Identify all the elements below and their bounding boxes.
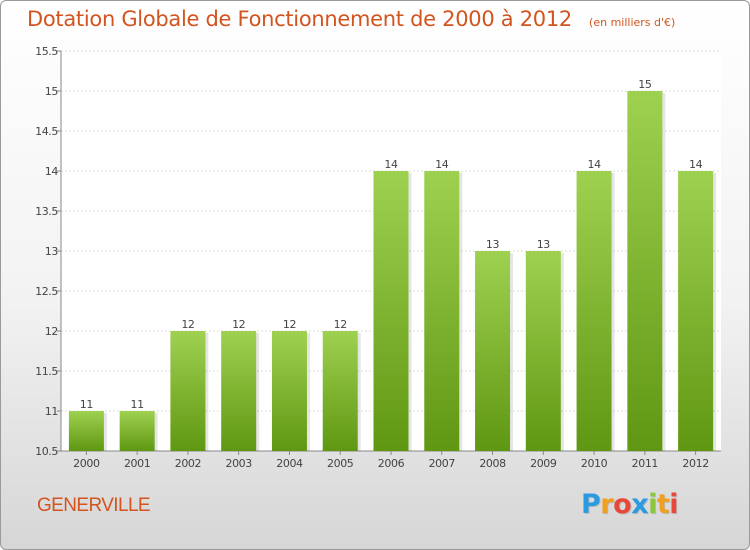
proxiti-logo: Proxiti bbox=[581, 489, 679, 520]
y-tick-label: 12.5 bbox=[35, 285, 58, 298]
data-label: 12 bbox=[283, 318, 296, 331]
y-tick-label: 12 bbox=[45, 325, 58, 338]
y-tick-label: 11.5 bbox=[35, 365, 58, 378]
data-label: 13 bbox=[537, 238, 551, 251]
data-label: 11 bbox=[80, 398, 93, 411]
data-label: 11 bbox=[131, 398, 144, 411]
y-tick-label: 13.5 bbox=[35, 205, 58, 218]
bar bbox=[525, 251, 561, 451]
data-label: 12 bbox=[232, 318, 245, 331]
x-tick-label: 2001 bbox=[124, 457, 150, 470]
bar bbox=[271, 331, 307, 451]
x-tick-label: 2003 bbox=[225, 457, 252, 470]
x-tick-label: 2009 bbox=[530, 457, 557, 470]
x-tick-label: 2005 bbox=[327, 457, 354, 470]
bar bbox=[475, 251, 511, 451]
logo-letter: P bbox=[581, 489, 601, 520]
x-tick-label: 2010 bbox=[581, 457, 608, 470]
y-tick-label: 15.5 bbox=[35, 45, 58, 58]
bar bbox=[322, 331, 358, 451]
data-label: 14 bbox=[435, 158, 449, 171]
data-label: 14 bbox=[587, 158, 601, 171]
bar bbox=[424, 171, 460, 451]
logo-letter: i bbox=[648, 489, 657, 520]
x-tick-label: 2012 bbox=[682, 457, 708, 470]
bar bbox=[221, 331, 257, 451]
x-tick-label: 2011 bbox=[632, 457, 658, 470]
bar bbox=[373, 171, 409, 451]
data-label: 15 bbox=[638, 78, 652, 91]
logo-letter: o bbox=[613, 489, 632, 520]
logo-letter: x bbox=[631, 489, 649, 520]
data-label: 13 bbox=[486, 238, 500, 251]
x-tick-label: 2008 bbox=[479, 457, 506, 470]
logo-letter: i bbox=[669, 489, 679, 520]
x-tick-label: 2006 bbox=[378, 457, 405, 470]
logo-letter: r bbox=[600, 489, 614, 520]
y-tick-label: 11 bbox=[45, 405, 58, 418]
chart-title: Dotation Globale de Fonctionnement de 20… bbox=[27, 7, 572, 31]
y-tick-label: 10.5 bbox=[35, 445, 58, 458]
y-tick-label: 15 bbox=[45, 85, 59, 98]
commune-name: GENERVILLE bbox=[37, 495, 151, 516]
data-label: 14 bbox=[384, 158, 398, 171]
x-tick-label: 2000 bbox=[73, 457, 100, 470]
bar bbox=[119, 411, 155, 451]
y-tick-label: 14 bbox=[45, 165, 59, 178]
title-row: Dotation Globale de Fonctionnement de 20… bbox=[27, 7, 675, 31]
bar bbox=[627, 91, 663, 451]
x-tick-label: 2002 bbox=[175, 457, 201, 470]
bar bbox=[170, 331, 206, 451]
x-tick-label: 2007 bbox=[429, 457, 456, 470]
y-tick-label: 13 bbox=[45, 245, 59, 258]
x-tick-label: 2004 bbox=[276, 457, 303, 470]
chart-subtitle: (en milliers d'€) bbox=[589, 16, 676, 29]
y-tick-label: 14.5 bbox=[35, 125, 58, 138]
data-label: 12 bbox=[181, 318, 194, 331]
logo-letter: t bbox=[656, 489, 670, 520]
data-label: 12 bbox=[334, 318, 347, 331]
bar bbox=[576, 171, 612, 451]
data-label: 14 bbox=[689, 158, 703, 171]
bar bbox=[68, 411, 104, 451]
bar bbox=[678, 171, 714, 451]
